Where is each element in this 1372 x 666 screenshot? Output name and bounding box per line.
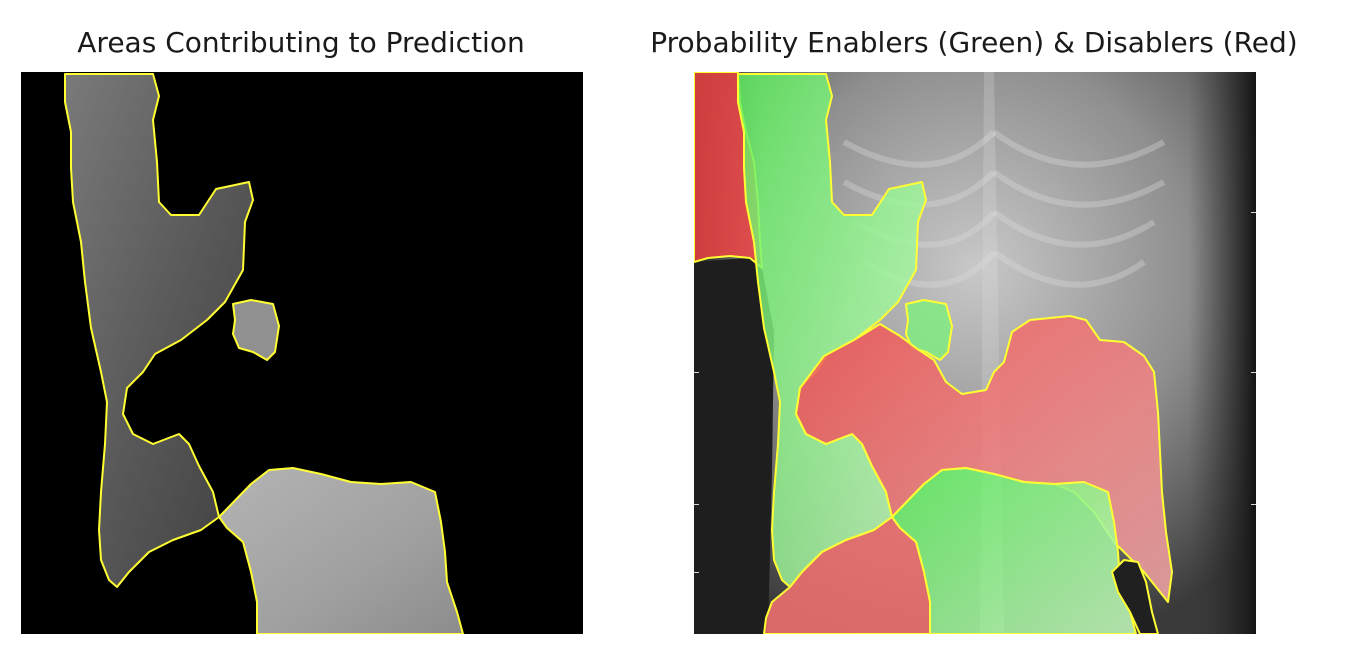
contribution-region-lower (218, 467, 464, 634)
right-panel-title: Probability Enablers (Green) & Disablers… (650, 26, 1298, 59)
enablers-disablers-svg (694, 72, 1256, 634)
axis-tick (694, 572, 699, 573)
xray-ribs (842, 129, 1166, 288)
axis-tick (694, 504, 699, 505)
axis-tick (1251, 504, 1256, 505)
contributing-areas-image (21, 72, 583, 634)
axis-tick (1251, 372, 1256, 373)
axis-tick (1251, 212, 1256, 213)
xray-dark-left (694, 257, 774, 634)
left-panel-title: Areas Contributing to Prediction (77, 26, 525, 59)
disabler-region-center (795, 315, 1173, 603)
enabler-region-island (905, 299, 953, 361)
contribution-region-island (232, 299, 280, 361)
contributing-areas-svg (64, 73, 464, 634)
contribution-region-strip (64, 73, 254, 588)
xray-dark-pocket (1111, 559, 1159, 634)
disabler-region-bottom-left (763, 516, 931, 634)
enablers-disablers-image (694, 72, 1256, 634)
axis-tick (694, 372, 699, 373)
